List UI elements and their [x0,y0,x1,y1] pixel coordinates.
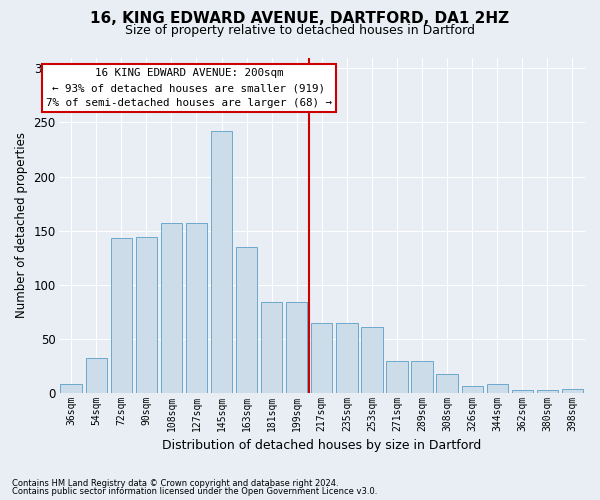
Bar [512,390,533,393]
Text: 16, KING EDWARD AVENUE, DARTFORD, DA1 2HZ: 16, KING EDWARD AVENUE, DARTFORD, DA1 2H… [91,11,509,26]
Text: 16 KING EDWARD AVENUE: 200sqm
← 93% of detached houses are smaller (919)
7% of s: 16 KING EDWARD AVENUE: 200sqm ← 93% of d… [46,68,332,108]
Bar [261,302,283,393]
Text: Size of property relative to detached houses in Dartford: Size of property relative to detached ho… [125,24,475,37]
Bar [361,327,383,393]
Bar [386,360,407,393]
Bar [286,302,307,393]
Text: Contains public sector information licensed under the Open Government Licence v3: Contains public sector information licen… [12,487,377,496]
Y-axis label: Number of detached properties: Number of detached properties [15,132,28,318]
Bar [211,131,232,393]
Bar [86,358,107,393]
Bar [336,323,358,393]
Bar [436,374,458,393]
Bar [537,390,558,393]
X-axis label: Distribution of detached houses by size in Dartford: Distribution of detached houses by size … [162,440,481,452]
Bar [461,386,483,393]
Bar [562,389,583,393]
Text: Contains HM Land Registry data © Crown copyright and database right 2024.: Contains HM Land Registry data © Crown c… [12,479,338,488]
Bar [161,223,182,393]
Bar [110,238,132,393]
Bar [236,247,257,393]
Bar [186,223,207,393]
Bar [412,360,433,393]
Bar [311,323,332,393]
Bar [61,384,82,393]
Bar [487,384,508,393]
Bar [136,237,157,393]
